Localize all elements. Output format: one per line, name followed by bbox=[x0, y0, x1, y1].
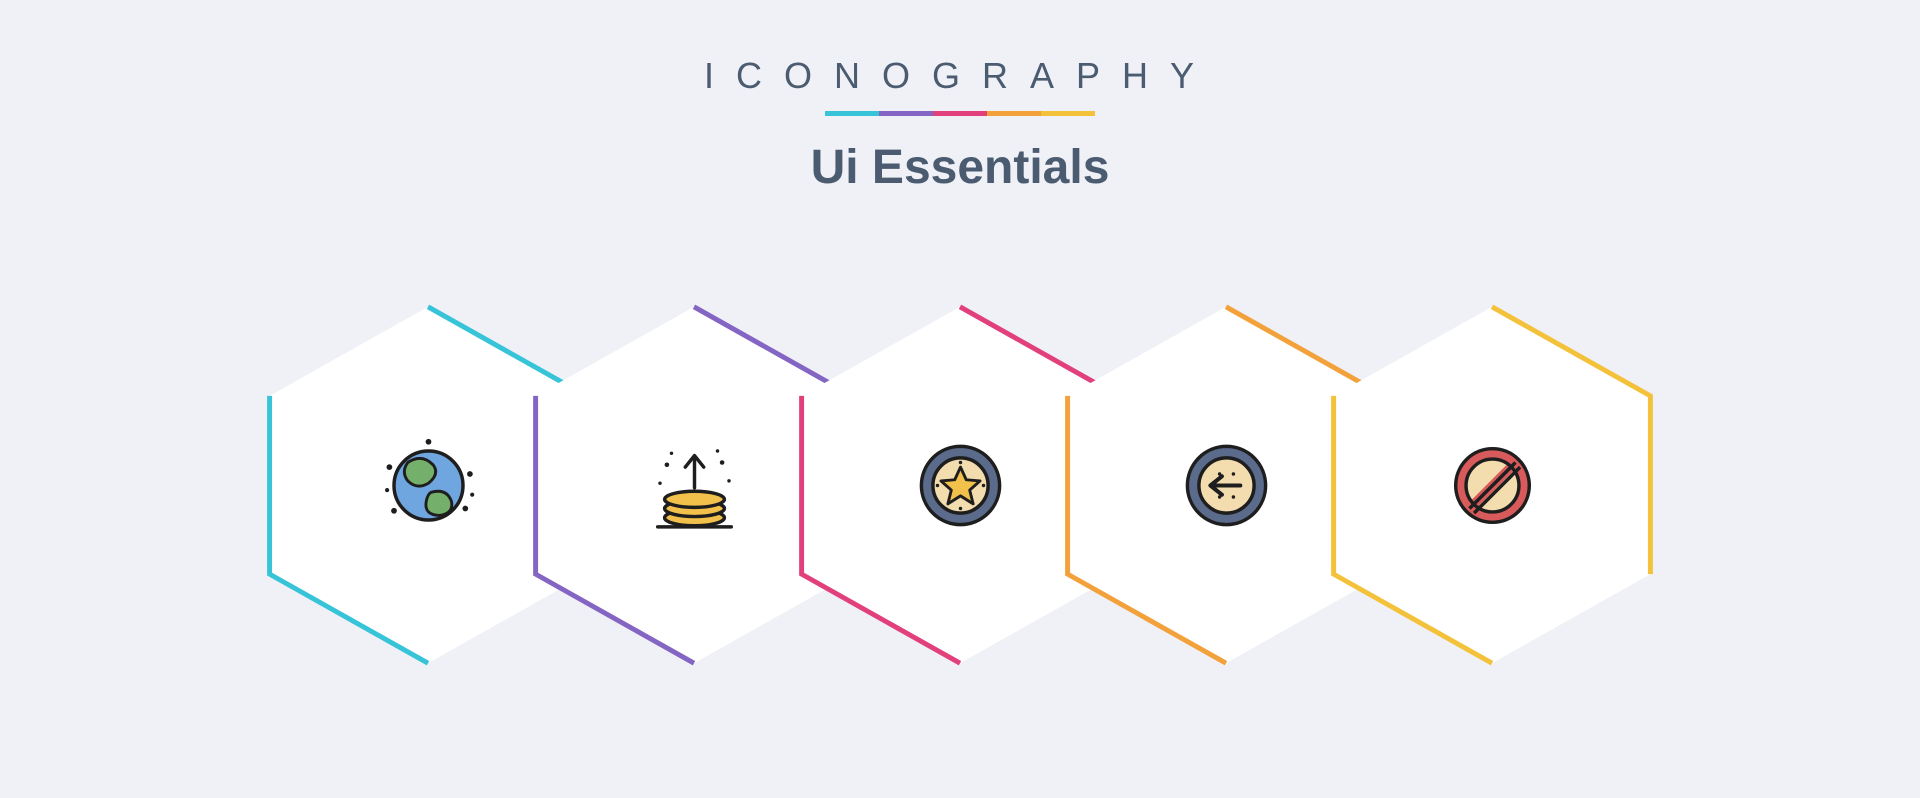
stripe-seg bbox=[933, 111, 987, 116]
stripe-seg bbox=[879, 111, 933, 116]
back-circle-icon bbox=[1169, 428, 1284, 543]
stripe-seg bbox=[825, 111, 879, 116]
icon-row bbox=[295, 300, 1625, 670]
ban-icon bbox=[1435, 428, 1550, 543]
brand-title: ICONOGRAPHY bbox=[0, 55, 1920, 97]
globe-icon bbox=[371, 428, 486, 543]
accent-stripe bbox=[825, 111, 1095, 116]
star-badge-icon bbox=[903, 428, 1018, 543]
stripe-seg bbox=[987, 111, 1041, 116]
hex-tile bbox=[1327, 300, 1657, 670]
pack-subtitle: Ui Essentials bbox=[0, 140, 1920, 195]
upload-stack-icon bbox=[637, 428, 752, 543]
header: ICONOGRAPHY Ui Essentials bbox=[0, 0, 1920, 195]
stripe-seg bbox=[1041, 111, 1095, 116]
